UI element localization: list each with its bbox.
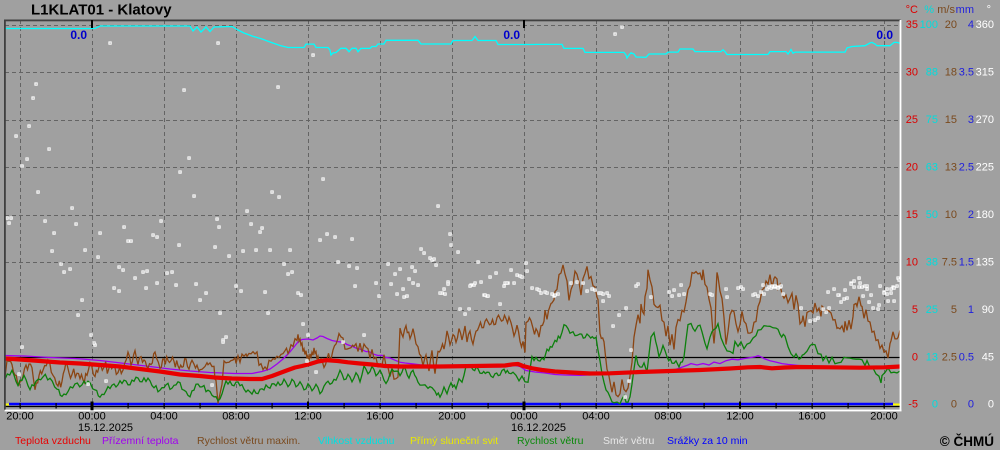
svg-text:m/s: m/s — [937, 4, 955, 16]
svg-text:0: 0 — [932, 399, 938, 411]
svg-text:20:00: 20:00 — [870, 411, 898, 423]
svg-text:04:00: 04:00 — [582, 411, 610, 423]
svg-text:Rychlost větru: Rychlost větru — [517, 435, 584, 447]
svg-text:13: 13 — [926, 351, 938, 363]
svg-text:180: 180 — [976, 209, 994, 221]
svg-text:25: 25 — [906, 114, 918, 126]
svg-text:35: 35 — [906, 19, 918, 31]
svg-text:15: 15 — [906, 209, 918, 221]
svg-text:1: 1 — [968, 304, 974, 316]
svg-text:3: 3 — [968, 114, 974, 126]
svg-text:00:00: 00:00 — [510, 411, 538, 423]
svg-text:4: 4 — [968, 19, 974, 31]
svg-text:Srážky za 10 min: Srážky za 10 min — [667, 435, 748, 447]
svg-text:25: 25 — [926, 304, 938, 316]
svg-text:135: 135 — [976, 256, 994, 268]
svg-text:00:00: 00:00 — [78, 411, 106, 423]
svg-text:20: 20 — [906, 161, 918, 173]
svg-text:Vlhkost vzduchu: Vlhkost vzduchu — [318, 435, 395, 447]
svg-text:38: 38 — [926, 256, 938, 268]
svg-text:0.0: 0.0 — [70, 28, 87, 42]
svg-text:315: 315 — [976, 67, 994, 79]
svg-text:30: 30 — [906, 67, 918, 79]
svg-text:2: 2 — [968, 209, 974, 221]
svg-text:16.12.2025: 16.12.2025 — [511, 422, 566, 434]
svg-text:%: % — [924, 4, 934, 16]
svg-text:360: 360 — [976, 19, 994, 31]
svg-text:90: 90 — [982, 304, 994, 316]
svg-text:08:00: 08:00 — [654, 411, 682, 423]
svg-text:0: 0 — [912, 351, 918, 363]
svg-text:7.5: 7.5 — [942, 256, 957, 268]
svg-text:5: 5 — [951, 304, 957, 316]
svg-text:3.5: 3.5 — [959, 67, 974, 79]
svg-text:5: 5 — [912, 304, 918, 316]
svg-text:08:00: 08:00 — [222, 411, 250, 423]
svg-text:20:00: 20:00 — [438, 411, 466, 423]
svg-text:Přízemní teplota: Přízemní teplota — [102, 435, 179, 447]
svg-text:Teplota vzduchu: Teplota vzduchu — [15, 435, 91, 447]
svg-text:88: 88 — [926, 67, 938, 79]
svg-text:°C: °C — [906, 4, 918, 16]
svg-text:20: 20 — [945, 19, 957, 31]
svg-text:0.5: 0.5 — [959, 351, 974, 363]
svg-text:50: 50 — [926, 209, 938, 221]
svg-text:0.0: 0.0 — [876, 28, 893, 42]
svg-text:0: 0 — [968, 399, 974, 411]
svg-text:2.5: 2.5 — [942, 351, 957, 363]
svg-text:10: 10 — [906, 256, 918, 268]
svg-text:0.0: 0.0 — [503, 28, 520, 42]
svg-text:2.5: 2.5 — [959, 161, 974, 173]
svg-text:15: 15 — [945, 114, 957, 126]
svg-text:270: 270 — [976, 114, 994, 126]
svg-text:© ČHMÚ: © ČHMÚ — [940, 434, 994, 449]
svg-text:-5: -5 — [908, 399, 918, 411]
svg-text:45: 45 — [982, 351, 994, 363]
svg-text:Směr větru: Směr větru — [603, 435, 655, 447]
svg-text:225: 225 — [976, 161, 994, 173]
svg-text:63: 63 — [926, 161, 938, 173]
svg-text:1.5: 1.5 — [959, 256, 974, 268]
svg-text:0: 0 — [988, 399, 994, 411]
svg-text:12:00: 12:00 — [294, 411, 322, 423]
svg-text:°: ° — [987, 4, 991, 16]
svg-text:Rychlost větru maxim.: Rychlost větru maxim. — [197, 435, 300, 447]
svg-text:10: 10 — [945, 209, 957, 221]
svg-text:12:00: 12:00 — [726, 411, 754, 423]
svg-text:75: 75 — [926, 114, 938, 126]
svg-text:13: 13 — [945, 161, 957, 173]
svg-text:04:00: 04:00 — [150, 411, 178, 423]
svg-text:20:00: 20:00 — [6, 411, 34, 423]
svg-text:100: 100 — [920, 19, 938, 31]
svg-text:16:00: 16:00 — [366, 411, 394, 423]
svg-text:16:00: 16:00 — [798, 411, 826, 423]
svg-text:18: 18 — [945, 67, 957, 79]
svg-text:mm: mm — [956, 4, 974, 16]
svg-text:Přímý sluneční svit: Přímý sluneční svit — [410, 435, 498, 447]
svg-text:0: 0 — [951, 399, 957, 411]
svg-text:15.12.2025: 15.12.2025 — [78, 422, 133, 434]
svg-text:L1KLAT01 - Klatovy: L1KLAT01 - Klatovy — [31, 2, 172, 19]
